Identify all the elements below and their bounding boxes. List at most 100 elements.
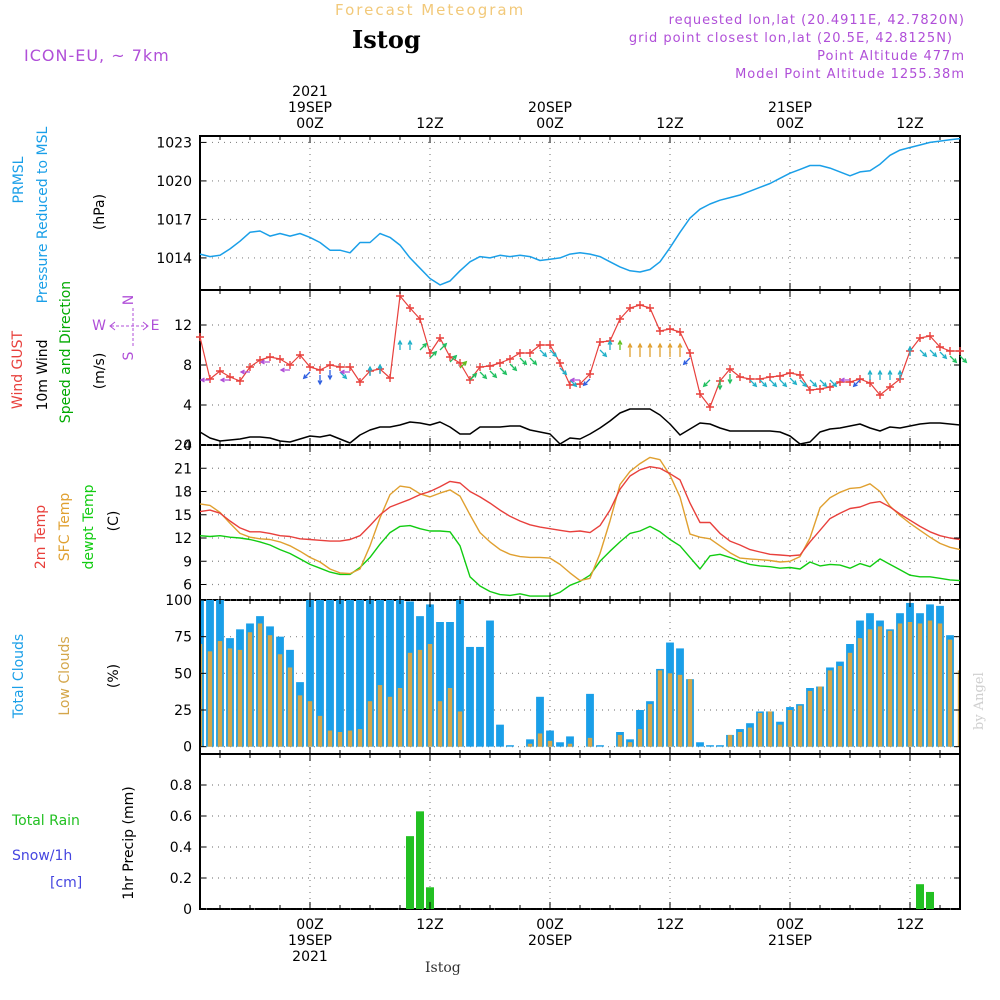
gust-marker (256, 356, 264, 364)
wind-direction-arrow (769, 379, 778, 388)
gust-marker (386, 374, 394, 382)
panel-frame-precip (199, 753, 961, 910)
low-cloud-bar (847, 652, 853, 747)
gust-marker (796, 371, 804, 379)
bottom-time-label: 19SEP (288, 933, 332, 949)
wind-direction-arrow (499, 367, 508, 376)
gust-marker (276, 355, 284, 363)
low-cloud-bar (257, 623, 263, 747)
wind-direction-arrow (397, 339, 403, 350)
info-line-4: Model Point Altitude 1255.38m (735, 67, 965, 82)
gust-marker (576, 380, 584, 388)
gust-marker (826, 383, 834, 391)
y-tick-label: 24 (174, 438, 192, 454)
gust-marker (916, 334, 924, 342)
low-cloud-bar (407, 652, 413, 747)
gust-marker (926, 332, 934, 340)
bottom-time-label: 12Z (656, 917, 683, 933)
gust-marker (436, 334, 444, 342)
total-cloud-bar (636, 710, 644, 747)
total-cloud-bar (566, 736, 574, 747)
gust-marker (536, 341, 544, 349)
wind-direction-arrow (429, 350, 438, 359)
wind-direction-arrow (599, 349, 608, 358)
y-tick-label: 50 (174, 666, 192, 682)
y-tick-label: 12 (174, 531, 192, 547)
wind-direction-arrow (339, 369, 350, 375)
wind-direction-arrow (617, 339, 623, 350)
total-cloud-bar (456, 600, 464, 747)
total-cloud-bar (356, 600, 364, 747)
y-tick-label: 0 (183, 438, 192, 454)
wind-direction-arrow (852, 379, 861, 388)
axis-ticks (200, 136, 960, 910)
wind-speed-direction-label: Speed and Direction (58, 281, 74, 423)
gust-marker (526, 349, 534, 357)
low-cloud-bar (567, 743, 573, 747)
total-cloud-bar (496, 724, 504, 747)
precip-axis-label: 1hr Precip (mm) (121, 786, 137, 899)
low-cloud-bar (417, 649, 423, 747)
y-tick-label: 0.8 (170, 778, 192, 794)
y-tick-label: 0.4 (170, 840, 192, 856)
wind-direction-arrow (479, 371, 488, 380)
rain-legend-label: Total Rain (11, 813, 80, 829)
temp-unit-label: (C) (106, 511, 122, 532)
gust-marker (686, 349, 694, 357)
low-cloud-bar (677, 674, 683, 747)
low-cloud-bar (907, 622, 913, 747)
wind-direction-arrow (219, 377, 230, 383)
gust-marker (776, 372, 784, 380)
pressure-short-label: PRMSL (11, 156, 27, 203)
pressure-unit-label: (hPa) (92, 194, 108, 230)
gust-marker (806, 386, 814, 394)
gust-marker (876, 391, 884, 399)
sfc-temp-label: SFC Temp (57, 493, 73, 562)
rain-bar (426, 887, 434, 909)
wind-direction-arrow (867, 369, 873, 380)
wind-direction-arrow (959, 355, 968, 364)
low-cloud-bar (767, 711, 773, 747)
gust-marker (216, 367, 224, 375)
wind-direction-arrow (559, 367, 568, 376)
wind-direction-arrow (327, 370, 333, 381)
gust-marker (756, 375, 764, 383)
info-line-1: requested lon,lat (20.4911E, 42.7820N) (669, 13, 965, 28)
y-tick-label: 0 (183, 902, 192, 918)
top-time-label: 20SEP (528, 100, 572, 116)
top-time-label: 12Z (896, 116, 923, 132)
top-time-label: 19SEP (288, 100, 332, 116)
wind-direction-arrow (877, 369, 883, 380)
gust-marker (936, 343, 944, 351)
low-cloud-bar (777, 724, 783, 747)
gust-marker (296, 351, 304, 359)
compass-cross (111, 308, 147, 348)
low-cloud-bar (877, 626, 883, 747)
low-cloud-bar (537, 733, 543, 747)
low-cloud-bar (201, 644, 203, 747)
gust-label: Wind GUST (10, 330, 26, 409)
chart-marks (196, 137, 968, 910)
total-cloud-bar (366, 600, 374, 747)
low-cloud-bar (917, 623, 923, 747)
wind-direction-arrow (529, 357, 538, 366)
gust-marker (706, 403, 714, 411)
low-cloud-bar (297, 695, 303, 747)
gust-marker (356, 378, 364, 386)
low-cloud-bar (857, 638, 863, 747)
rain-bar (926, 891, 934, 909)
watermark: by Angel (972, 672, 987, 730)
wind-direction-arrow (799, 379, 808, 388)
rain-bar (416, 811, 424, 909)
wind-direction-arrow (749, 379, 758, 388)
y-tick-label: 1017 (156, 212, 192, 228)
low-cloud-bar (307, 701, 313, 747)
gust-marker (746, 375, 754, 383)
y-tick-label: 75 (174, 630, 192, 646)
low-cloud-bar (287, 667, 293, 747)
top-time-label: 2021 (292, 84, 328, 100)
compass-east: E (151, 318, 160, 334)
low-cloud-bar (837, 666, 843, 747)
low-cloud-bar (807, 690, 813, 747)
low-cloud-bar (827, 670, 833, 747)
